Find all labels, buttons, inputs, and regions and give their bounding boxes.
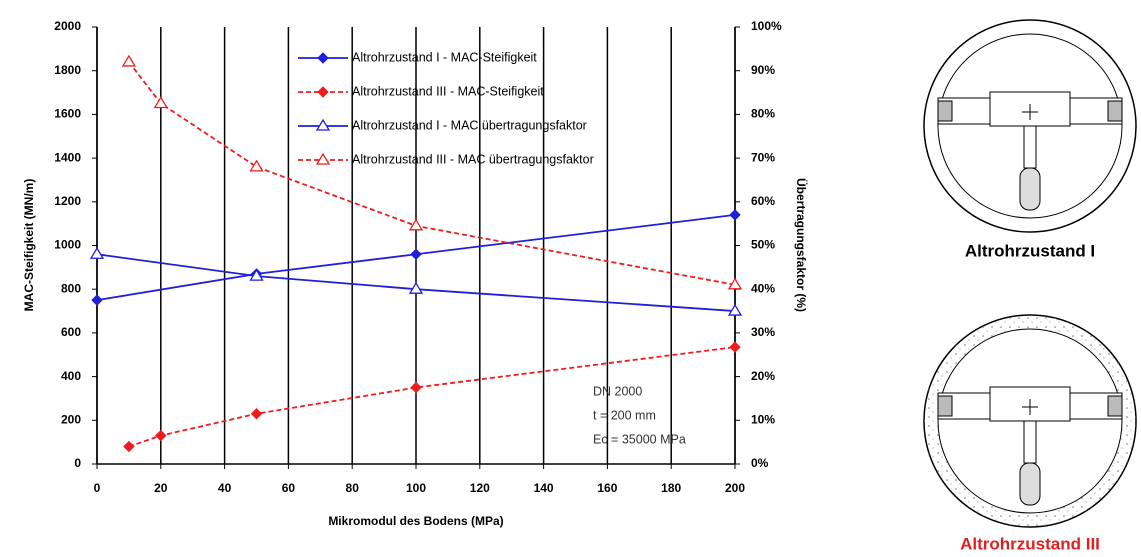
y-tick-label: 2000	[54, 19, 81, 33]
y2-tick-label: 10%	[751, 412, 775, 426]
y2-axis-label: Übertragungsfaktor (%)	[794, 178, 809, 312]
legend-marker	[317, 52, 329, 64]
data-point	[250, 408, 263, 420]
data-point	[89, 246, 105, 259]
x-tick-label: 140	[534, 481, 554, 495]
y2-tick-label: 60%	[751, 194, 775, 208]
y-tick-label: 1600	[54, 107, 81, 121]
data-point	[121, 54, 137, 67]
chart: 0 20 40 60 80 100 120 140 160 180 2000200400600800…	[54, 19, 782, 495]
legend-label: Altrohrzustand III - MAC übertragungsfak…	[352, 152, 594, 166]
y-tick-label: 0	[74, 456, 81, 470]
y-axis-label: MAC-Steifigkeit (MN/m)	[22, 179, 36, 312]
data-point	[727, 277, 743, 290]
series-line	[128, 61, 736, 286]
pipe-diagram	[923, 19, 1137, 233]
x-tick-label: 120	[470, 481, 490, 495]
data-point	[249, 159, 264, 172]
y-tick-label: 1400	[54, 150, 81, 164]
x-tick-label: 200	[725, 481, 745, 495]
y2-tick-label: 0%	[751, 456, 769, 470]
legend-label: Altrohrzustand I - MAC-Steifigkeit	[352, 50, 537, 64]
y-tick-label: 400	[61, 369, 81, 383]
annotation: DN 2000	[593, 384, 642, 398]
y-tick-label: 1800	[54, 63, 81, 77]
data-point	[729, 341, 741, 353]
y2-tick-label: 80%	[751, 107, 775, 121]
x-tick-label: 60	[282, 481, 296, 495]
series-line	[96, 214, 736, 302]
data-point	[408, 281, 424, 294]
y2-tick-label: 30%	[751, 325, 775, 339]
data-point	[727, 303, 743, 316]
figure-caption: Altrohrzustand I	[965, 241, 1095, 260]
data-point	[249, 268, 264, 281]
annotation: Ec = 35000 MPa	[593, 432, 686, 446]
y2-tick-label: 70%	[751, 150, 775, 164]
y-tick-label: 800	[61, 281, 81, 295]
pipe-diagram	[923, 314, 1137, 528]
x-tick-label: 0	[94, 481, 101, 495]
x-tick-label: 100	[406, 481, 426, 495]
y-tick-label: 1000	[54, 238, 81, 252]
figure-caption: Altrohrzustand III	[960, 534, 1100, 553]
data-point	[153, 96, 168, 109]
y-tick-label: 200	[61, 412, 81, 426]
annotation: t = 200 mm	[593, 408, 656, 422]
legend-label: Altrohrzustand III - MAC-Steifigkeit	[352, 84, 544, 98]
x-tick-label: 80	[346, 481, 360, 495]
y2-tick-label: 100%	[751, 19, 782, 33]
y2-tick-label: 50%	[751, 238, 775, 252]
x-tick-label: 20	[154, 481, 168, 495]
y2-tick-label: 20%	[751, 369, 775, 383]
y2-tick-label: 40%	[751, 281, 775, 295]
series-line	[96, 253, 736, 312]
x-tick-label: 40	[218, 481, 232, 495]
data-point	[729, 209, 741, 221]
legend-marker	[315, 118, 331, 131]
y-tick-label: 600	[61, 325, 81, 339]
y2-tick-label: 90%	[751, 63, 775, 77]
data-point	[408, 218, 424, 231]
x-tick-label: 160	[597, 481, 617, 495]
data-point	[91, 294, 103, 306]
legend-label: Altrohrzustand I - MAC übertragungsfakto…	[352, 118, 587, 132]
legend-marker	[317, 86, 329, 98]
data-point	[155, 429, 167, 442]
y-tick-label: 1200	[54, 194, 81, 208]
x-axis-label: Mikromodul des Bodens (MPa)	[328, 514, 503, 528]
data-point	[123, 440, 135, 453]
data-point	[410, 381, 422, 394]
data-point	[410, 248, 422, 260]
x-tick-label: 180	[661, 481, 681, 495]
legend-marker	[315, 152, 331, 165]
